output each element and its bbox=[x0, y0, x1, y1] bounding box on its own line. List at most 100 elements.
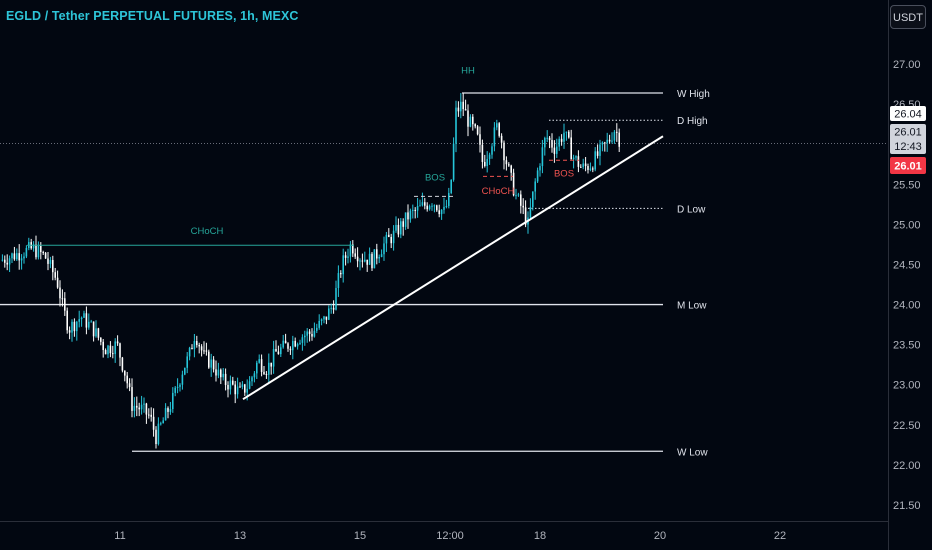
candle-body bbox=[20, 258, 23, 261]
x-tick-label: 11 bbox=[114, 530, 125, 542]
candle-body bbox=[205, 350, 208, 352]
candle-body bbox=[416, 205, 419, 211]
candle-body bbox=[589, 168, 592, 170]
candle-body bbox=[198, 344, 200, 347]
candle-body bbox=[601, 142, 604, 145]
candle-body bbox=[172, 392, 174, 410]
candle-body bbox=[553, 147, 556, 154]
candle-body bbox=[558, 138, 560, 147]
candle-body bbox=[404, 212, 407, 227]
candle-body bbox=[500, 135, 503, 143]
candle-body bbox=[244, 384, 246, 393]
candle-body bbox=[176, 386, 179, 388]
candle-body bbox=[40, 245, 42, 253]
y-tick-label: 25.50 bbox=[893, 179, 921, 191]
candle-body bbox=[95, 328, 97, 337]
candle-body bbox=[419, 205, 421, 207]
candle-body bbox=[44, 252, 47, 259]
candle-body bbox=[426, 205, 428, 210]
candle-body bbox=[548, 137, 551, 141]
candle-body bbox=[157, 423, 160, 445]
candle-body bbox=[460, 101, 462, 112]
candle-body bbox=[517, 194, 520, 196]
candle-body bbox=[64, 298, 66, 311]
structure-label: CHoCH bbox=[191, 226, 224, 237]
candle-body bbox=[164, 408, 167, 421]
candle-body bbox=[155, 429, 157, 445]
candle-body bbox=[49, 260, 52, 264]
candle-body bbox=[335, 288, 337, 310]
candle-body bbox=[263, 371, 265, 374]
candle-body bbox=[570, 137, 572, 160]
candle-body bbox=[412, 209, 414, 211]
level-label: M Low bbox=[677, 301, 707, 312]
candle-body bbox=[131, 387, 133, 411]
candle-body bbox=[469, 116, 472, 127]
candle-body bbox=[90, 321, 92, 323]
candle-body bbox=[455, 107, 457, 144]
candle-body bbox=[330, 307, 332, 309]
candle-body bbox=[306, 331, 308, 336]
trendline[interactable] bbox=[242, 135, 664, 401]
candle-body bbox=[376, 249, 378, 259]
candle-body bbox=[332, 307, 335, 310]
candle-body bbox=[268, 362, 270, 375]
level-label: D Low bbox=[677, 204, 706, 215]
candle-body bbox=[491, 146, 493, 155]
candle-body bbox=[378, 256, 380, 259]
candle-body bbox=[80, 317, 83, 320]
candle-body bbox=[109, 345, 112, 354]
candle-body bbox=[179, 384, 181, 387]
candle-body bbox=[246, 388, 248, 393]
candle-body bbox=[23, 256, 25, 259]
candle-body bbox=[596, 151, 599, 156]
y-tick-label: 24.00 bbox=[893, 300, 921, 312]
candle-body bbox=[383, 243, 385, 255]
candle-body bbox=[448, 193, 450, 206]
candle-body bbox=[47, 258, 49, 264]
candle-body bbox=[481, 144, 484, 162]
candle-body bbox=[484, 161, 486, 166]
symbol-title[interactable]: EGLD / Tether PERPETUAL FUTURES, 1h, MEX… bbox=[6, 9, 299, 23]
candle-body bbox=[277, 351, 280, 355]
candle-body bbox=[488, 154, 491, 159]
candle-body bbox=[349, 244, 352, 257]
candle-body bbox=[371, 253, 373, 269]
candle-body bbox=[71, 321, 73, 333]
candle-body bbox=[61, 298, 64, 300]
candle-body bbox=[390, 237, 392, 244]
structure-label: BOS bbox=[425, 172, 445, 183]
candle-body bbox=[340, 273, 342, 275]
candle-body bbox=[203, 350, 205, 352]
candle-body bbox=[25, 247, 28, 257]
candle-body bbox=[428, 206, 431, 210]
candle-body bbox=[352, 244, 354, 254]
candle-body bbox=[462, 101, 464, 110]
candle-body bbox=[83, 313, 85, 318]
candle-body bbox=[476, 126, 479, 135]
candle-body bbox=[512, 172, 515, 196]
candle-body bbox=[8, 258, 11, 265]
currency-button[interactable]: USDT bbox=[890, 5, 926, 29]
candle-body bbox=[215, 369, 217, 376]
candle-body bbox=[587, 166, 589, 170]
candle-body bbox=[421, 202, 424, 206]
candle-body bbox=[282, 340, 284, 348]
candle-body bbox=[320, 319, 323, 321]
x-tick-label: 20 bbox=[654, 530, 666, 542]
candle-body bbox=[496, 123, 498, 128]
candle-body bbox=[301, 337, 304, 343]
candle-body bbox=[503, 142, 505, 161]
candle-body bbox=[388, 234, 390, 238]
candle-body bbox=[239, 386, 241, 388]
candle-body bbox=[222, 373, 224, 378]
candle-body bbox=[467, 110, 469, 127]
candle-body bbox=[505, 160, 508, 165]
candle-body bbox=[143, 403, 145, 405]
current-price-box bbox=[890, 157, 926, 174]
candle-body bbox=[256, 362, 258, 374]
candle-body bbox=[37, 245, 40, 258]
candle-body bbox=[13, 253, 16, 260]
